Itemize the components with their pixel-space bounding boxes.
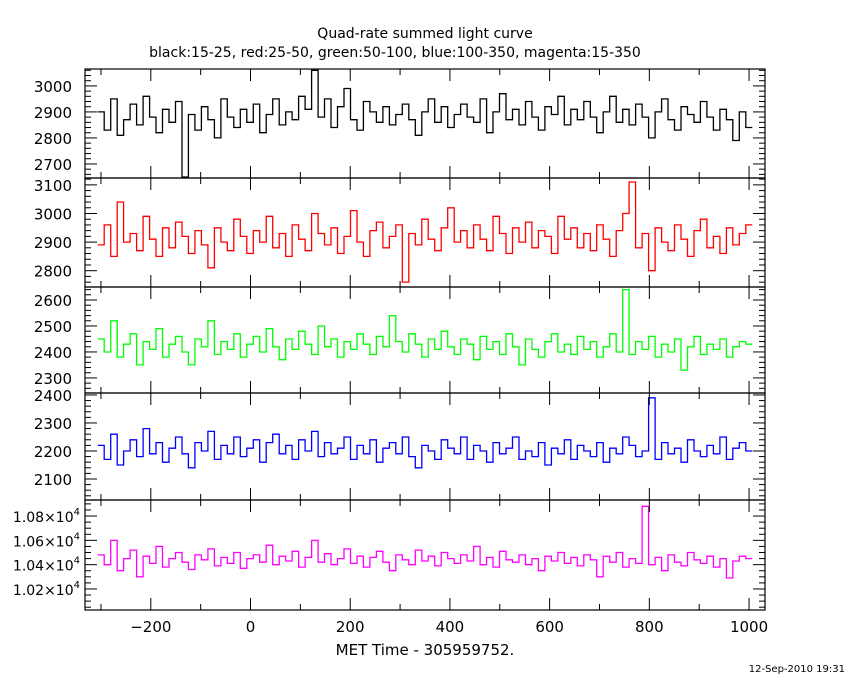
x-tick-label: 800 xyxy=(635,618,664,636)
panel-frame xyxy=(84,286,766,394)
y-tick-exponent: 4 xyxy=(74,556,80,567)
y-tick-label: 2100 xyxy=(34,471,72,489)
panel-frame xyxy=(84,499,766,611)
y-tick-label: 1.06×104 xyxy=(13,531,80,550)
y-tick-label: 3000 xyxy=(34,78,72,96)
chart-subtitle: black:15-25, red:25-50, green:50-100, bl… xyxy=(149,45,641,61)
panel-frame xyxy=(84,392,766,501)
y-tick-label: 2600 xyxy=(34,292,72,310)
series-line-blue xyxy=(97,397,753,469)
x-tick-label: −200 xyxy=(130,618,171,636)
series-line-red xyxy=(97,181,753,283)
y-tick-label: 2400 xyxy=(34,344,72,362)
y-tick-exponent: 4 xyxy=(74,531,80,542)
y-tick-label: 2300 xyxy=(34,370,72,388)
y-tick-label: 2800 xyxy=(34,130,72,148)
y-tick-label: 2900 xyxy=(34,104,72,122)
chart-title: Quad-rate summed light curve xyxy=(317,26,532,42)
y-tick-label: 2200 xyxy=(34,443,72,461)
x-tick-label: 600 xyxy=(535,618,564,636)
y-tick-label: 2300 xyxy=(34,415,72,433)
timestamp: 12-Sep-2010 19:31 xyxy=(749,664,845,675)
x-tick-label: 400 xyxy=(436,618,465,636)
series-line-magenta xyxy=(97,505,753,579)
x-tick-label: 200 xyxy=(336,618,365,636)
series-line-green xyxy=(97,288,753,371)
x-axis-label: MET Time - 305959752. xyxy=(336,641,515,659)
series-line-black xyxy=(97,69,753,178)
y-tick-label: 1.08×104 xyxy=(13,507,80,526)
x-tick-label: 0 xyxy=(246,618,256,636)
y-tick-label: 3100 xyxy=(34,177,72,195)
x-tick-label: 1000 xyxy=(730,618,768,636)
y-tick-exponent: 4 xyxy=(74,580,80,591)
panel-frame xyxy=(84,177,766,288)
y-tick-label: 2400 xyxy=(34,387,72,405)
y-tick-label: 2800 xyxy=(34,263,72,281)
y-tick-label: 3000 xyxy=(34,205,72,223)
y-tick-label: 2700 xyxy=(34,156,72,174)
y-tick-label: 2500 xyxy=(34,318,72,336)
y-tick-label: 1.04×104 xyxy=(13,556,80,575)
panel-frame xyxy=(84,68,766,179)
y-tick-label: 1.02×104 xyxy=(13,580,80,599)
y-tick-label: 2900 xyxy=(34,234,72,252)
y-tick-exponent: 4 xyxy=(74,507,80,518)
